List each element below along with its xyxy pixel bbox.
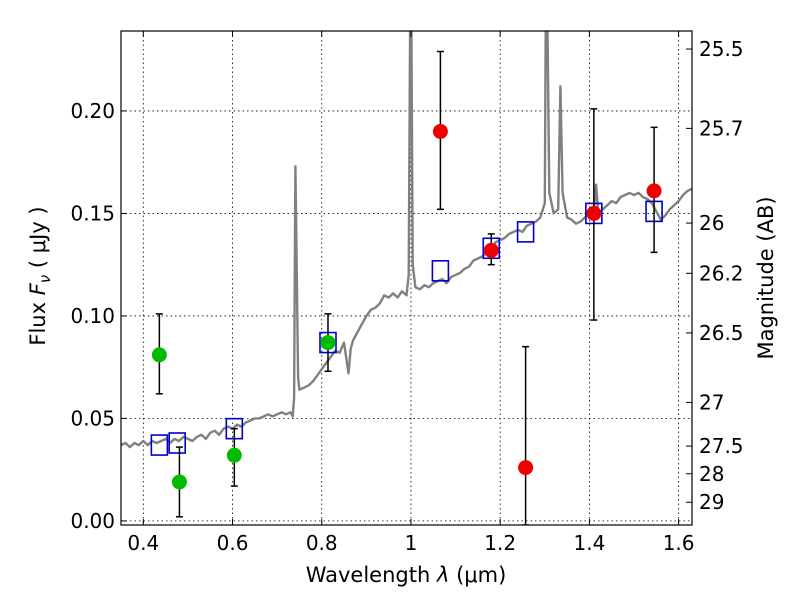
nir-data-point bbox=[483, 242, 499, 258]
optical-data-point bbox=[151, 347, 167, 363]
model-photometry-square bbox=[168, 432, 187, 454]
y-tick-label: 0.00 bbox=[70, 509, 115, 533]
grid-lines bbox=[121, 31, 692, 525]
magnitude-tick-label: 27.5 bbox=[699, 434, 744, 458]
x-tick-label: 0.8 bbox=[306, 531, 338, 555]
magnitude-tick-label: 27 bbox=[699, 390, 724, 414]
x-tick-label: 1.2 bbox=[484, 531, 516, 555]
x-axis-label-unit: (μm) bbox=[456, 563, 506, 587]
x-axis-label: Wavelength λ (μm) bbox=[306, 563, 507, 587]
y-tick-label: 0.05 bbox=[70, 406, 115, 430]
plot-area bbox=[121, 31, 692, 525]
nir-data-point bbox=[432, 123, 448, 139]
x-tick-label: 1 bbox=[405, 531, 418, 555]
y-axis-label-unit: ( μJy ) bbox=[26, 206, 50, 268]
y-tick-label: 0.10 bbox=[70, 304, 115, 328]
y-axis-label-symbol: F bbox=[26, 282, 50, 295]
magnitude-tick-label: 25.7 bbox=[699, 116, 744, 140]
secondary-y-axis-label: Magnitude (AB) bbox=[754, 196, 778, 359]
axis-ticks: 0.4 0.6 0.8 1 1.2 1.4 1.6 0.00 0.05 0.10 0.15 0.20 2… bbox=[70, 31, 744, 555]
y-tick-label: 0.15 bbox=[70, 201, 115, 225]
nir-data-point bbox=[518, 460, 534, 476]
x-tick-label: 1.4 bbox=[573, 531, 605, 555]
x-axis-label-symbol: λ bbox=[436, 563, 449, 587]
x-tick-label: 0.4 bbox=[127, 531, 159, 555]
y-axis-label: Flux Fν ( μJy ) bbox=[26, 206, 55, 345]
magnitude-tick-label: 29 bbox=[699, 490, 724, 514]
y-axis-label-prefix: Flux bbox=[26, 302, 50, 346]
y-axis-label-subscript: ν bbox=[36, 275, 54, 283]
optical-data-point bbox=[226, 447, 242, 463]
x-axis-label-prefix: Wavelength bbox=[306, 563, 431, 587]
model-photometry-square bbox=[150, 434, 169, 456]
y-tick-label: 0.20 bbox=[70, 99, 115, 123]
magnitude-tick-label: 26.5 bbox=[699, 321, 744, 345]
model-photometry-square bbox=[516, 221, 535, 243]
model-photometry-square bbox=[431, 260, 450, 282]
plot-frame bbox=[120, 30, 693, 526]
magnitude-tick-label: 25.5 bbox=[699, 37, 744, 61]
optical-data-point bbox=[320, 335, 336, 351]
magnitude-tick-label: 28 bbox=[699, 462, 724, 486]
optical-data-point bbox=[171, 474, 187, 490]
model-spectrum-line bbox=[121, 31, 692, 449]
nir-data-point bbox=[586, 205, 602, 221]
x-tick-label: 1.6 bbox=[663, 531, 695, 555]
nir-data-point bbox=[646, 183, 662, 199]
x-tick-label: 0.6 bbox=[217, 531, 249, 555]
magnitude-tick-label: 26 bbox=[699, 211, 724, 235]
magnitude-tick-label: 26.2 bbox=[699, 261, 744, 285]
